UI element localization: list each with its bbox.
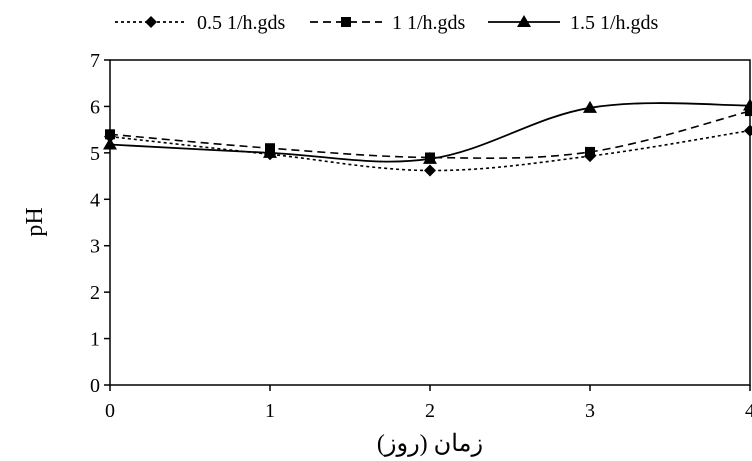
series-3-point-2 xyxy=(423,151,437,164)
legend-label-3: 1.5 1/h.gds xyxy=(570,12,659,34)
x-axis-title: زمان (روز) xyxy=(377,431,483,457)
series-3-point-1 xyxy=(263,145,277,158)
legend-marker-3 xyxy=(517,15,531,27)
y-tick-label-4: 4 xyxy=(90,189,100,211)
y-axis-title: pH xyxy=(22,207,48,236)
x-tick-label-3: 3 xyxy=(585,400,595,422)
series-3-point-3 xyxy=(583,100,597,113)
y-tick-label-2: 2 xyxy=(90,282,100,304)
legend-label-2: 1 1/h.gds xyxy=(392,12,466,34)
series-1 xyxy=(104,124,752,177)
x-tick-label-1: 1 xyxy=(265,400,275,422)
series-2 xyxy=(105,106,752,163)
series-1-point-2 xyxy=(424,164,436,177)
legend-marker-2 xyxy=(341,17,351,27)
y-tick-label-3: 3 xyxy=(90,236,100,258)
legend: 0.5 1/h.gds 1 1/h.gds 1.5 1/h.gds xyxy=(115,12,659,34)
plot-frame xyxy=(109,59,751,386)
series-2-point-4 xyxy=(745,106,752,117)
legend-item-2: 1 1/h.gds xyxy=(310,12,466,34)
legend-marker-1 xyxy=(145,16,157,28)
series-2-line xyxy=(109,110,751,159)
y-tick-label-1: 1 xyxy=(90,329,100,351)
series-3-point-0 xyxy=(103,137,117,150)
series-3 xyxy=(103,98,752,164)
axes: 0 1 2 3 4 5 6 7 0 1 2 3 4 xyxy=(90,50,752,422)
y-tick-label-6: 6 xyxy=(90,96,100,118)
x-tick-label-0: 0 xyxy=(105,400,115,422)
legend-item-3: 1.5 1/h.gds xyxy=(488,12,659,34)
series-layer xyxy=(103,98,752,177)
y-tick-label-7: 7 xyxy=(90,50,100,72)
legend-label-1: 0.5 1/h.gds xyxy=(197,12,286,34)
legend-item-1: 0.5 1/h.gds xyxy=(115,12,286,34)
y-tick-label-5: 5 xyxy=(90,143,100,165)
y-tick-label-0: 0 xyxy=(90,375,100,397)
series-3-point-4 xyxy=(743,98,752,111)
series-2-point-0 xyxy=(105,129,115,140)
x-tick-label-2: 2 xyxy=(425,400,435,422)
series-1-point-4 xyxy=(744,124,752,137)
series-2-point-3 xyxy=(585,146,595,157)
x-tick-label-4: 4 xyxy=(745,400,752,422)
